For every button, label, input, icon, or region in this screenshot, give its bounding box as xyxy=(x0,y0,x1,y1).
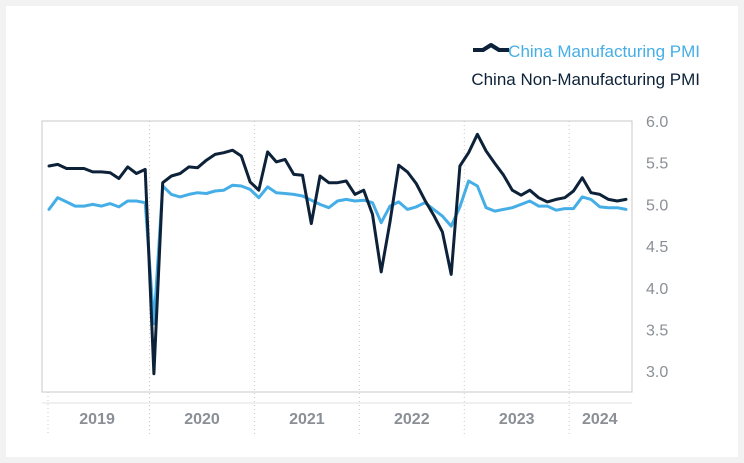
y-tick-label: 3.5 xyxy=(646,322,668,339)
x-tick-label: 2024 xyxy=(582,411,618,428)
legend-swatch-non-manufacturing xyxy=(473,43,510,52)
y-tick-label: 4.5 xyxy=(646,239,668,256)
legend-item-manufacturing: China Manufacturing PMI xyxy=(473,42,700,62)
y-tick-label: 3.0 xyxy=(646,364,668,381)
y-tick-label: 6.0 xyxy=(646,114,668,131)
series-line-non-manufacturing xyxy=(47,132,628,376)
x-tick-label: 2023 xyxy=(499,411,535,428)
y-tick-label: 4.0 xyxy=(646,281,668,298)
x-tick-label: 2022 xyxy=(394,411,430,428)
y-tick-label: 5.5 xyxy=(646,156,668,173)
chart-legend: China Manufacturing PMI China Non-Manufa… xyxy=(471,42,700,90)
legend-label-manufacturing: China Manufacturing PMI xyxy=(508,42,700,61)
legend-item-non-manufacturing: China Non-Manufacturing PMI xyxy=(471,43,700,90)
x-tick-label: 2019 xyxy=(79,411,115,428)
y-tick-label: 5.0 xyxy=(646,197,668,214)
x-tick-label: 2020 xyxy=(184,411,220,428)
chart-card: 6.0 5.5 5.0 4.5 4.0 3.5 3.0 2019 2020 2021 2022 202… xyxy=(6,6,738,457)
plot-frame xyxy=(41,120,633,393)
series-line-manufacturing xyxy=(47,179,628,326)
pmi-line-chart: 6.0 5.5 5.0 4.5 4.0 3.5 3.0 2019 2020 2021 2022 202… xyxy=(41,114,668,434)
legend-label-non-manufacturing: China Non-Manufacturing PMI xyxy=(471,70,700,89)
x-tick-label: 2021 xyxy=(289,411,325,428)
